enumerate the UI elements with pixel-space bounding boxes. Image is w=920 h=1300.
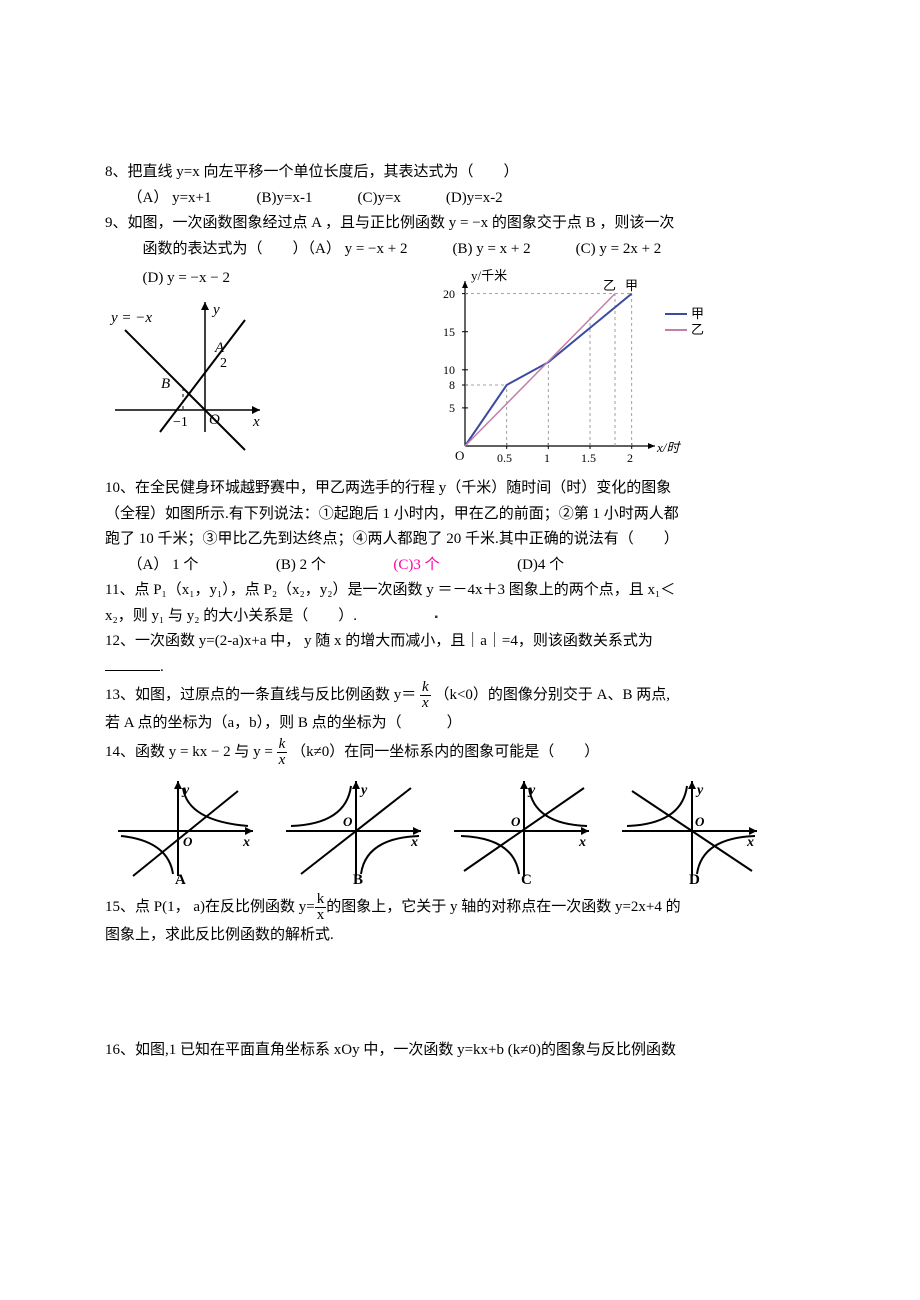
ytick-20: 20 <box>443 287 455 301</box>
xtick-2: 2 <box>627 451 633 465</box>
q14-frac: kx <box>277 737 288 768</box>
center-dot: ▪ <box>434 612 438 623</box>
q13-l1a: 13、如图，过原点的一条直线与反比例函数 y＝ <box>105 687 416 703</box>
label-yeqnegx: y = −x <box>109 310 152 326</box>
q13-l1: 13、如图，过原点的一条直线与反比例函数 y＝ kx （k<0）的图像分别交于 … <box>105 680 815 711</box>
axis-y-label: y <box>211 302 220 318</box>
q10-opt-c: (C)3 个 <box>393 557 439 573</box>
q13-frac-num: k <box>420 680 431 696</box>
q11-l2-row: x₂，则 y₁ 与 y₂ 的大小关系是（ ）. ▪ <box>105 604 815 630</box>
q15-l1b: 的图象上，它关于 y 轴的对称点在一次函数 y=2x+4 的 <box>326 898 680 914</box>
q14-option-graphs: y x O A y x O B <box>113 776 815 886</box>
q15-l1a: 15、点 P(1， a)在反比例函数 y= <box>105 898 315 914</box>
q10-l3: 跑了 10 千米；③甲比乙先到达终点；④两人都跑了 20 千米.其中正确的说法有… <box>105 527 815 553</box>
q14-l1a: 14、函数 y = kx − 2 与 y = <box>105 743 277 759</box>
label-B: B <box>161 376 170 392</box>
q10-l1: 10、在全民健身环城越野赛中，甲乙两选手的行程 y（千米）随时间（时）变化的图象 <box>105 476 815 502</box>
origin-label: O <box>209 412 220 428</box>
xtick-05: 0.5 <box>497 451 512 465</box>
q10-l2: （全程）如图所示.有下列说法：①起跑后 1 小时内，甲在乙的前面；②第 1 小时… <box>105 502 815 528</box>
opt-graph-C: y x O C <box>449 776 599 886</box>
svg-text:y: y <box>359 783 368 798</box>
q15-frac-num: k <box>315 892 327 908</box>
q9-line3: (D) y = −x − 2 <box>105 266 405 292</box>
q15-l2: 图象上，求此反比例函数的解析式. <box>105 923 815 949</box>
q10-opt-d: (D)4 个 <box>517 557 564 573</box>
label-2: 2 <box>220 356 227 371</box>
q11-l1: 11、点 P₁（x₁，y₁），点 P₂（x₂，y₂）是一次函数 y ＝－4x＋3… <box>105 578 815 604</box>
q14-frac-num: k <box>277 737 288 753</box>
q12-l1: 12、一次函数 y=(2-a)x+a 中， y 随 x 的增大而减小，且｜a｜=… <box>105 629 815 655</box>
svg-text:x: x <box>242 835 250 850</box>
label-A: A <box>214 340 225 356</box>
q10-opts: （A） 1 个 (B) 2 个 (C)3 个 (D)4 个 <box>105 553 815 579</box>
opt-graph-B: y x O B <box>281 776 431 886</box>
ylabel: y/千米 <box>471 268 507 283</box>
q12-period: . <box>160 659 164 675</box>
ytick-5: 5 <box>449 401 455 415</box>
endlabel-jia: 甲 <box>625 278 638 293</box>
q9-line2: 函数的表达式为（ ）（A） y = −x + 2 (B) y = x + 2 (… <box>105 237 815 263</box>
xlabel: x/时 <box>656 440 681 455</box>
svg-text:C: C <box>521 872 532 886</box>
q8-text: 8、把直线 y=x 向左平移一个单位长度后，其表达式为（ ） <box>105 160 815 186</box>
q10-opt-a: （A） 1 个 <box>105 553 198 579</box>
q15-frac-den: x <box>315 908 327 923</box>
svg-text:O: O <box>343 814 353 829</box>
q13-frac-den: x <box>420 696 431 711</box>
q15-frac: kx <box>315 892 327 923</box>
ytick-15: 15 <box>443 325 455 339</box>
svg-text:O: O <box>183 834 193 849</box>
q14-l1b: （k≠0）在同一坐标系内的图象可能是（ ） <box>291 743 599 759</box>
q11-l2: x₂，则 y₁ 与 y₂ 的大小关系是（ ）. <box>105 608 357 624</box>
q16-l1: 16、如图,1 已知在平面直角坐标系 xOy 中，一次函数 y=kx+b (k≠… <box>105 1038 815 1064</box>
figure-left-graph: y = −x y x O A 2 B −1 <box>105 292 275 452</box>
q9-figure-row: (D) y = −x − 2 y = −x y x O A 2 <box>105 266 815 476</box>
svg-text:B: B <box>353 872 363 886</box>
ytick-8: 8 <box>449 378 455 392</box>
q13-frac: kx <box>420 680 431 711</box>
q8-options: （A） y=x+1 (B)y=x-1 (C)y=x (D)y=x-2 <box>105 186 815 212</box>
svg-text:y: y <box>695 783 704 798</box>
origin-label-right: O <box>455 448 464 463</box>
q10-opt-b: (B) 2 个 <box>276 557 326 573</box>
svg-text:O: O <box>511 814 521 829</box>
svg-text:A: A <box>175 872 186 886</box>
opt-graph-D: y x O D <box>617 776 767 886</box>
q13-l2: 若 A 点的坐标为（a，b），则 B 点的坐标为（ ） <box>105 711 815 737</box>
q9-line1: 9、如图，一次函数图象经过点 A ，且与正比例函数 y = −x 的图象交于点 … <box>105 211 815 237</box>
label-neg1: −1 <box>173 415 188 430</box>
xtick-15: 1.5 <box>581 451 596 465</box>
figure-right-chart: 5 8 10 15 20 0.5 1 1.5 2 <box>425 266 725 476</box>
opt-graph-A: y x O A <box>113 776 263 886</box>
q13-l1b: （k<0）的图像分别交于 A、B 两点, <box>434 687 670 703</box>
svg-text:x: x <box>578 835 586 850</box>
axis-x-label: x <box>252 414 260 430</box>
legend-jia: 甲 <box>691 306 704 321</box>
legend-yi: 乙 <box>691 322 704 337</box>
q12-blank <box>105 670 160 671</box>
endlabel-yi: 乙 <box>603 278 616 293</box>
q14-l1: 14、函数 y = kx − 2 与 y = kx （k≠0）在同一坐标系内的图… <box>105 737 815 768</box>
xtick-1: 1 <box>544 451 550 465</box>
q15-l1: 15、点 P(1， a)在反比例函数 y=kx的图象上，它关于 y 轴的对称点在… <box>105 892 815 923</box>
q12-l2: . <box>105 655 815 681</box>
svg-text:D: D <box>689 872 700 886</box>
ytick-10: 10 <box>443 363 455 377</box>
q14-frac-den: x <box>277 753 288 768</box>
svg-text:O: O <box>695 814 705 829</box>
